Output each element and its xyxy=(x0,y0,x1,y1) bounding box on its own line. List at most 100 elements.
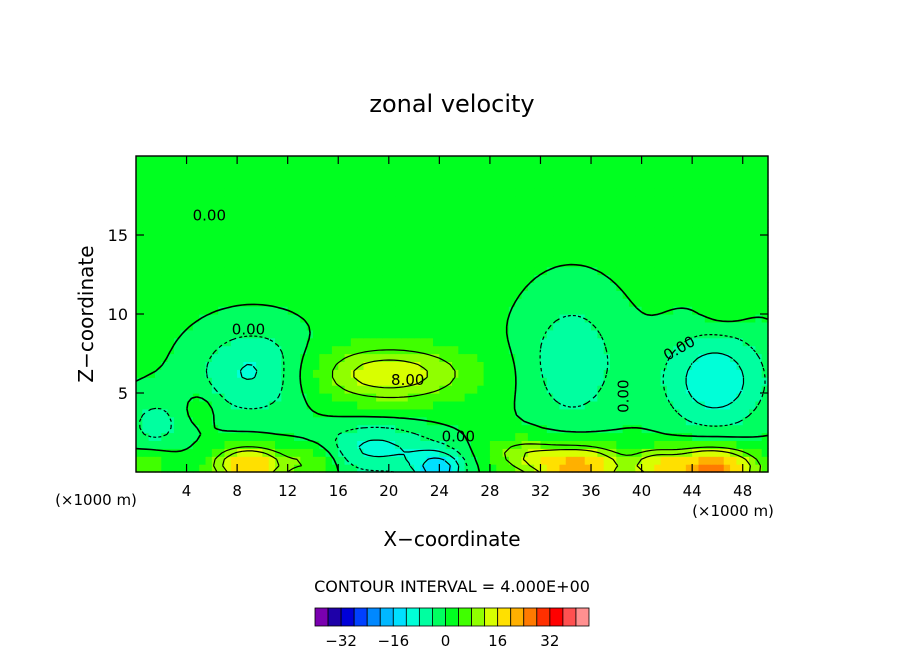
field-cell xyxy=(527,266,535,276)
field-cell xyxy=(755,187,763,197)
field-cell xyxy=(350,361,358,370)
field-cell xyxy=(654,156,662,165)
field-cell xyxy=(287,448,295,457)
field-cell xyxy=(395,211,403,220)
field-cell xyxy=(439,235,447,244)
field-cell xyxy=(673,171,681,181)
field-cell xyxy=(243,393,251,402)
field-cell xyxy=(281,179,289,189)
field-cell xyxy=(420,163,428,173)
field-cell xyxy=(161,290,169,299)
field-cell xyxy=(597,345,605,355)
field-cell xyxy=(401,219,409,228)
field-cell xyxy=(243,416,251,426)
field-cell xyxy=(136,369,143,378)
field-cell xyxy=(717,456,725,465)
field-cell xyxy=(711,377,719,386)
field-cell xyxy=(237,282,245,291)
field-cell xyxy=(470,448,478,457)
field-cell xyxy=(749,321,756,331)
field-cell xyxy=(357,408,365,418)
field-cell xyxy=(647,235,655,244)
field-cell xyxy=(439,314,447,323)
field-cell xyxy=(433,156,440,165)
field-cell xyxy=(641,203,649,212)
field-cell xyxy=(350,156,358,165)
field-cell xyxy=(325,242,333,252)
field-cell xyxy=(294,385,301,394)
field-cell xyxy=(294,337,301,347)
field-cell xyxy=(458,464,466,473)
field-cell xyxy=(572,266,579,276)
field-cell xyxy=(584,163,592,173)
y-tick-label: 15 xyxy=(108,226,128,245)
field-cell xyxy=(192,353,200,362)
field-cell xyxy=(388,266,396,276)
field-cell xyxy=(502,163,510,173)
field-cell xyxy=(148,250,156,260)
field-cell xyxy=(161,274,169,283)
field-cell xyxy=(742,266,750,276)
field-cell xyxy=(489,298,497,307)
field-cell xyxy=(237,345,245,355)
field-cell xyxy=(654,337,662,347)
field-cell xyxy=(237,377,245,386)
field-cell xyxy=(515,282,523,291)
field-cell xyxy=(717,211,725,220)
field-cell xyxy=(711,385,719,394)
field-cell xyxy=(439,171,447,181)
field-cell xyxy=(496,242,504,252)
field-cell xyxy=(350,258,358,268)
field-cell xyxy=(704,400,712,410)
field-cell xyxy=(508,345,516,355)
field-cell xyxy=(224,361,232,370)
field-cell xyxy=(736,235,744,244)
field-cell xyxy=(287,163,295,173)
field-cell xyxy=(717,416,725,426)
field-cell xyxy=(256,242,263,252)
field-cell xyxy=(331,385,339,394)
field-cell xyxy=(635,393,643,402)
field-cell xyxy=(622,258,630,268)
field-cell xyxy=(275,337,282,347)
field-cell xyxy=(325,195,333,204)
field-cell xyxy=(173,377,181,386)
field-cell xyxy=(287,440,295,449)
field-cell xyxy=(350,282,358,291)
field-cell xyxy=(268,298,276,307)
field-cell xyxy=(635,369,643,378)
field-cell xyxy=(344,416,352,426)
field-cell xyxy=(755,400,763,410)
field-cell xyxy=(578,227,586,236)
field-cell xyxy=(344,298,352,307)
field-cell xyxy=(540,203,548,212)
field-cell xyxy=(730,361,737,370)
field-cell xyxy=(382,219,390,228)
field-cell xyxy=(477,329,485,339)
field-cell xyxy=(666,195,674,204)
field-cell xyxy=(357,227,365,236)
field-cell xyxy=(243,353,251,362)
field-cell xyxy=(439,306,447,315)
field-cell xyxy=(338,377,346,386)
field-cell xyxy=(458,282,466,291)
field-cell xyxy=(553,274,561,283)
field-cell xyxy=(546,456,554,465)
field-cell xyxy=(199,424,207,434)
field-cell xyxy=(553,219,561,228)
contour-label: 0.00 xyxy=(193,207,226,225)
field-cell xyxy=(591,179,598,189)
field-cell xyxy=(464,156,472,165)
field-cell xyxy=(641,416,649,426)
field-cell xyxy=(597,314,605,323)
field-cell xyxy=(761,393,769,402)
field-cell xyxy=(433,400,440,410)
field-cell xyxy=(161,361,169,370)
field-cell xyxy=(325,266,333,276)
field-cell xyxy=(692,242,700,252)
field-cell xyxy=(717,187,725,197)
field-cell xyxy=(420,440,428,449)
field-cell xyxy=(224,258,232,268)
field-cell xyxy=(199,298,207,307)
field-cell xyxy=(717,385,725,394)
